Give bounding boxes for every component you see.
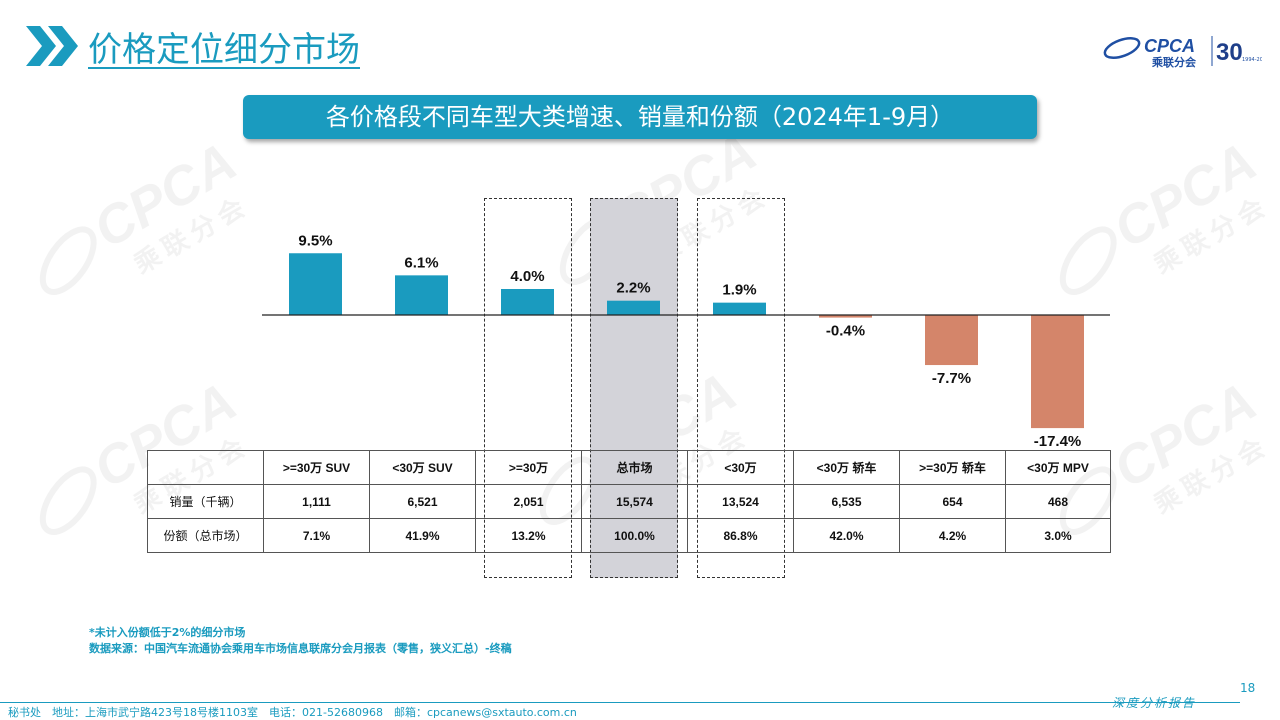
bar-value-label: -0.4% (826, 323, 865, 340)
bar-3 (607, 300, 660, 315)
column-header: >=30万 (475, 450, 582, 485)
bar-value-label: 9.5% (298, 232, 332, 249)
bar-value-label: -17.4% (1034, 433, 1082, 450)
sales-cell: 6,535 (793, 484, 900, 519)
bar-6 (925, 315, 978, 366)
share-cell: 100.0% (581, 518, 688, 553)
table-header-row: >=30万 SUV <30万 SUV >=30万 总市场 <30万 <30万 轿… (147, 450, 1111, 485)
sales-cell: 15,574 (581, 484, 688, 519)
share-cell: 4.2% (899, 518, 1006, 553)
page-title: 价格定位细分市场 (88, 30, 360, 70)
column-header: >=30万 SUV (263, 450, 370, 485)
sales-cell: 6,521 (369, 484, 476, 519)
bar-value-label: 4.0% (510, 268, 544, 285)
svg-text:CPCA: CPCA (1144, 36, 1195, 56)
bar-2 (501, 289, 554, 315)
footer-address: 秘书处 地址：上海市武宁路423号18号楼1103室 电话：021-526809… (8, 706, 577, 719)
table-corner-cell (147, 450, 264, 485)
share-cell: 86.8% (687, 518, 794, 553)
share-cell: 7.1% (263, 518, 370, 553)
bar-5 (819, 315, 872, 318)
column-header: <30万 SUV (369, 450, 476, 485)
svg-text:1994-2024: 1994-2024 (1242, 57, 1262, 63)
bar-value-label: 2.2% (616, 280, 650, 297)
sales-cell: 1,111 (263, 484, 370, 519)
sales-cell: 468 (1005, 484, 1111, 519)
sales-cell: 13,524 (687, 484, 794, 519)
bar-7 (1031, 315, 1084, 429)
bar-value-label: 1.9% (722, 282, 756, 299)
bar-4 (713, 302, 766, 315)
share-cell: 41.9% (369, 518, 476, 553)
column-header: <30万 MPV (1005, 450, 1111, 485)
column-header: >=30万 轿车 (899, 450, 1006, 485)
footnote-source: 数据来源：中国汽车流通协会乘用车市场信息联席分会月报表（零售，狭义汇总）-终稿 (89, 642, 512, 655)
table-row: 销量（千辆） 1,111 6,521 2,051 15,574 13,524 6… (147, 484, 1111, 519)
report-tag: 深度分析报告 (1112, 696, 1197, 710)
svg-text:乘联分会: 乘联分会 (1151, 55, 1197, 69)
page-number: 18 (1240, 681, 1256, 695)
chevron-double-icon (26, 26, 78, 66)
column-header: <30万 轿车 (793, 450, 900, 485)
bar-0 (289, 253, 342, 315)
premium-highlight-box (484, 198, 572, 578)
share-cell: 42.0% (793, 518, 900, 553)
mass-market-highlight-box (697, 198, 785, 578)
cpca-logo: CPCA 乘联分会 30 1994-2024 (1103, 36, 1262, 69)
bar-value-label: 6.1% (404, 254, 438, 271)
bar-1 (395, 275, 448, 315)
sales-share-table: >=30万 SUV <30万 SUV >=30万 总市场 <30万 <30万 轿… (147, 450, 1111, 553)
sales-cell: 2,051 (475, 484, 582, 519)
footnote-exclusion: *未计入份额低于2%的细分市场 (89, 626, 246, 639)
column-header: <30万 (687, 450, 794, 485)
share-cell: 3.0% (1005, 518, 1111, 553)
table-row: 份额（总市场） 7.1% 41.9% 13.2% 100.0% 86.8% 42… (147, 518, 1111, 553)
footer-divider (0, 702, 1240, 703)
row-label-share: 份额（总市场） (147, 518, 264, 553)
row-label-sales: 销量（千辆） (147, 484, 264, 519)
sales-cell: 654 (899, 484, 1006, 519)
chart-banner: 各价格段不同车型大类增速、销量和份额（2024年1-9月） (243, 95, 1037, 139)
svg-text:30: 30 (1216, 39, 1243, 66)
bar-value-label: -7.7% (932, 370, 971, 387)
share-cell: 13.2% (475, 518, 582, 553)
column-header: 总市场 (581, 450, 688, 485)
